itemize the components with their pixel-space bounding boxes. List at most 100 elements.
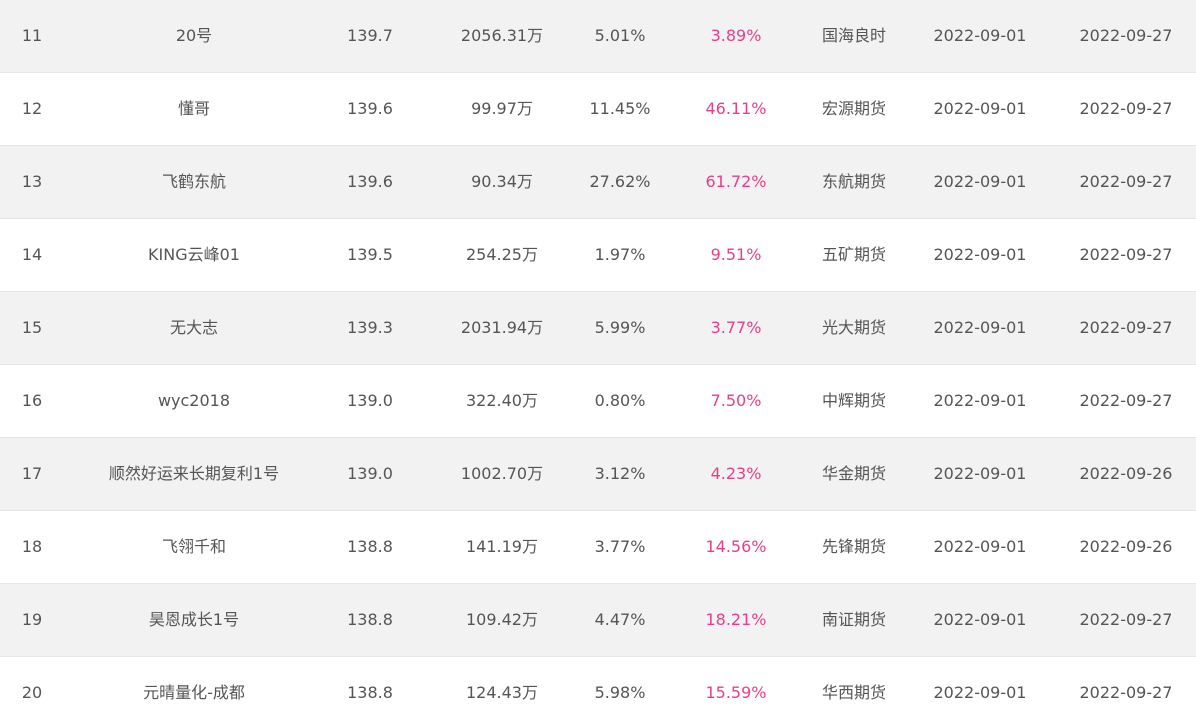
rank-cell: 20: [21, 683, 43, 702]
score-cell: 139.7: [347, 26, 393, 45]
scale-cell: 254.25万: [466, 245, 538, 264]
score-cell: 139.5: [347, 245, 393, 264]
scale-cell: 2056.31万: [460, 26, 544, 45]
start-date-cell: 2022-09-01: [933, 318, 1027, 337]
account-name-cell[interactable]: 懂哥: [177, 99, 210, 118]
table-row[interactable]: 12 懂哥 139.6 99.97万 11.45% 46.11% 宏源期货 20…: [0, 73, 1196, 146]
table-row[interactable]: 16 wyc2018 139.0 322.40万 0.80% 7.50% 中辉期…: [0, 365, 1196, 438]
account-name-cell[interactable]: 顺然好运来长期复利1号: [108, 464, 280, 483]
return-cell: 14.56%: [705, 537, 767, 556]
rank-cell: 12: [21, 99, 43, 118]
end-date-cell: 2022-09-27: [1079, 99, 1173, 118]
start-date-cell: 2022-09-01: [933, 464, 1027, 483]
drawdown-cell: 5.01%: [594, 26, 646, 45]
table-row[interactable]: 17 顺然好运来长期复利1号 139.0 1002.70万 3.12% 4.23…: [0, 438, 1196, 511]
rank-cell: 17: [21, 464, 43, 483]
account-name-cell[interactable]: 无大志: [169, 318, 218, 337]
start-date-cell: 2022-09-01: [933, 537, 1027, 556]
end-date-cell: 2022-09-27: [1079, 172, 1173, 191]
broker-cell: 华金期货: [821, 464, 886, 483]
return-cell: 7.50%: [710, 391, 762, 410]
table-row[interactable]: 20 元晴量化-成都 138.8 124.43万 5.98% 15.59% 华西…: [0, 657, 1196, 725]
score-cell: 139.6: [347, 99, 393, 118]
drawdown-cell: 3.12%: [594, 464, 646, 483]
end-date-cell: 2022-09-26: [1079, 537, 1173, 556]
rank-cell: 15: [21, 318, 43, 337]
rank-cell: 13: [21, 172, 43, 191]
return-cell: 9.51%: [710, 245, 762, 264]
drawdown-cell: 5.99%: [594, 318, 646, 337]
drawdown-cell: 0.80%: [594, 391, 646, 410]
account-name-cell[interactable]: KING云峰01: [148, 245, 240, 264]
end-date-cell: 2022-09-27: [1079, 391, 1173, 410]
rank-cell: 16: [21, 391, 43, 410]
scale-cell: 90.34万: [471, 172, 533, 191]
return-cell: 61.72%: [705, 172, 767, 191]
rank-cell: 14: [21, 245, 43, 264]
scale-cell: 1002.70万: [460, 464, 544, 483]
broker-cell: 东航期货: [821, 172, 886, 191]
scale-cell: 322.40万: [466, 391, 538, 410]
return-cell: 46.11%: [705, 99, 767, 118]
account-name-cell[interactable]: wyc2018: [157, 391, 231, 410]
start-date-cell: 2022-09-01: [933, 172, 1027, 191]
return-cell: 4.23%: [710, 464, 762, 483]
broker-cell: 五矿期货: [821, 245, 886, 264]
score-cell: 138.8: [347, 537, 393, 556]
drawdown-cell: 1.97%: [594, 245, 646, 264]
scale-cell: 99.97万: [471, 99, 533, 118]
table-row[interactable]: 14 KING云峰01 139.5 254.25万 1.97% 9.51% 五矿…: [0, 219, 1196, 292]
return-cell: 3.89%: [710, 26, 762, 45]
start-date-cell: 2022-09-01: [933, 610, 1027, 629]
end-date-cell: 2022-09-27: [1079, 245, 1173, 264]
score-cell: 139.0: [347, 464, 393, 483]
start-date-cell: 2022-09-01: [933, 391, 1027, 410]
rank-cell: 11: [21, 26, 43, 45]
table-row[interactable]: 11 20号 139.7 2056.31万 5.01% 3.89% 国海良时 2…: [0, 0, 1196, 73]
start-date-cell: 2022-09-01: [933, 245, 1027, 264]
broker-cell: 宏源期货: [821, 99, 886, 118]
broker-cell: 中辉期货: [821, 391, 886, 410]
rank-cell: 18: [21, 537, 43, 556]
account-name-cell[interactable]: 元晴量化-成都: [143, 683, 245, 702]
start-date-cell: 2022-09-01: [933, 99, 1027, 118]
table-row[interactable]: 13 飞鹤东航 139.6 90.34万 27.62% 61.72% 东航期货 …: [0, 146, 1196, 219]
drawdown-cell: 3.77%: [594, 537, 646, 556]
broker-cell: 国海良时: [821, 26, 886, 45]
table-row[interactable]: 18 飞翎千和 138.8 141.19万 3.77% 14.56% 先锋期货 …: [0, 511, 1196, 584]
score-cell: 139.6: [347, 172, 393, 191]
account-name-cell[interactable]: 飞鹤东航: [161, 172, 226, 191]
score-cell: 138.8: [347, 683, 393, 702]
table-row[interactable]: 15 无大志 139.3 2031.94万 5.99% 3.77% 光大期货 2…: [0, 292, 1196, 365]
end-date-cell: 2022-09-27: [1079, 683, 1173, 702]
broker-cell: 华西期货: [821, 683, 886, 702]
return-cell: 15.59%: [705, 683, 767, 702]
drawdown-cell: 11.45%: [589, 99, 651, 118]
drawdown-cell: 4.47%: [594, 610, 646, 629]
broker-cell: 先锋期货: [821, 537, 886, 556]
start-date-cell: 2022-09-01: [933, 26, 1027, 45]
start-date-cell: 2022-09-01: [933, 683, 1027, 702]
end-date-cell: 2022-09-27: [1079, 318, 1173, 337]
account-name-cell[interactable]: 飞翎千和: [161, 537, 226, 556]
broker-cell: 光大期货: [821, 318, 886, 337]
table-row[interactable]: 19 昊恩成长1号 138.8 109.42万 4.47% 18.21% 南证期…: [0, 584, 1196, 657]
scale-cell: 141.19万: [466, 537, 538, 556]
drawdown-cell: 27.62%: [589, 172, 651, 191]
return-cell: 18.21%: [705, 610, 767, 629]
drawdown-cell: 5.98%: [594, 683, 646, 702]
rank-cell: 19: [21, 610, 43, 629]
scale-cell: 124.43万: [466, 683, 538, 702]
return-cell: 3.77%: [710, 318, 762, 337]
account-name-cell[interactable]: 20号: [175, 26, 213, 45]
scale-cell: 109.42万: [466, 610, 538, 629]
end-date-cell: 2022-09-27: [1079, 610, 1173, 629]
score-cell: 139.0: [347, 391, 393, 410]
end-date-cell: 2022-09-27: [1079, 26, 1173, 45]
scale-cell: 2031.94万: [460, 318, 544, 337]
broker-cell: 南证期货: [821, 610, 886, 629]
score-cell: 138.8: [347, 610, 393, 629]
score-cell: 139.3: [347, 318, 393, 337]
account-name-cell[interactable]: 昊恩成长1号: [148, 610, 240, 629]
